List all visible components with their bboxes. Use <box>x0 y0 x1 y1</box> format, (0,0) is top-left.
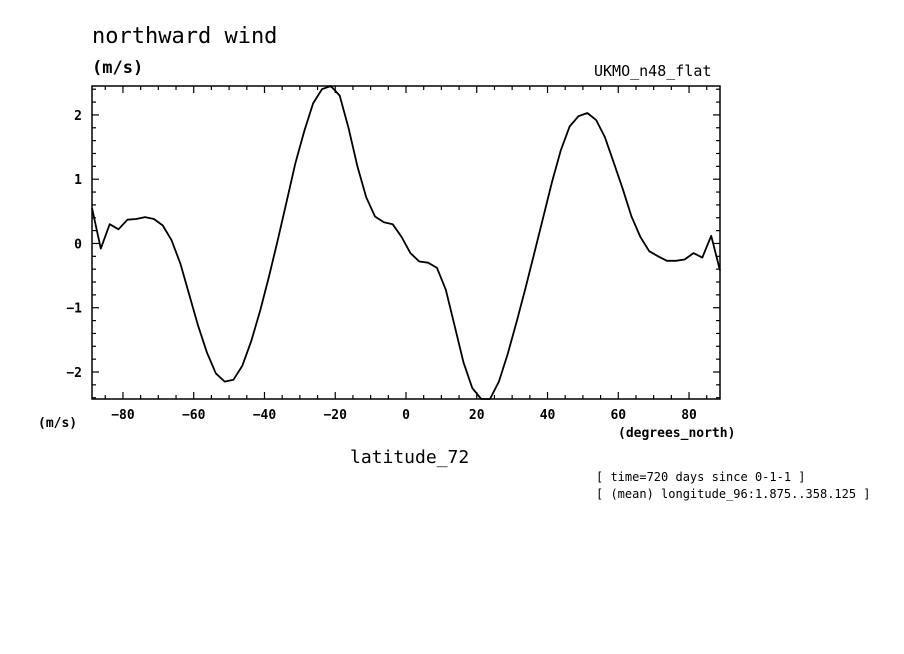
chart-title: northward wind <box>92 24 278 49</box>
plot-frame <box>91 85 721 400</box>
series-line <box>91 85 721 400</box>
x-axis-label: latitude_72 <box>350 447 470 468</box>
x-tick-label: −80 <box>111 408 135 423</box>
x-tick-label: −40 <box>253 408 277 423</box>
y-tick-label: −1 <box>66 302 82 317</box>
x-tick-label: 80 <box>681 408 697 423</box>
x-tick-label: 60 <box>610 408 626 423</box>
x-tick-label: 0 <box>402 408 410 423</box>
y-tick-label: −2 <box>66 366 82 381</box>
axis-ticks <box>92 86 720 399</box>
units-label: (m/s) <box>92 58 144 78</box>
x-tick-label: −60 <box>182 408 206 423</box>
y-units-label: (m/s) <box>38 416 78 431</box>
x-tick-label: 20 <box>469 408 485 423</box>
longitude-note: [ (mean) longitude_96:1.875..358.125 ] <box>596 487 871 501</box>
tick-labels: −80 −60 −40 −20 0 20 40 60 80 −2 −1 0 1 2 <box>66 109 697 423</box>
x-tick-label: −20 <box>323 408 347 423</box>
data-points <box>92 86 720 399</box>
source-label: UKMO_n48_flat <box>594 62 712 80</box>
x-units-label: (degrees_north) <box>618 426 736 441</box>
y-tick-label: 1 <box>74 173 82 188</box>
x-tick-label: 40 <box>540 408 556 423</box>
time-note: [ time=720 days since 0-1-1 ] <box>596 470 806 484</box>
y-tick-label: 2 <box>74 109 82 124</box>
y-tick-label: 0 <box>74 237 82 252</box>
